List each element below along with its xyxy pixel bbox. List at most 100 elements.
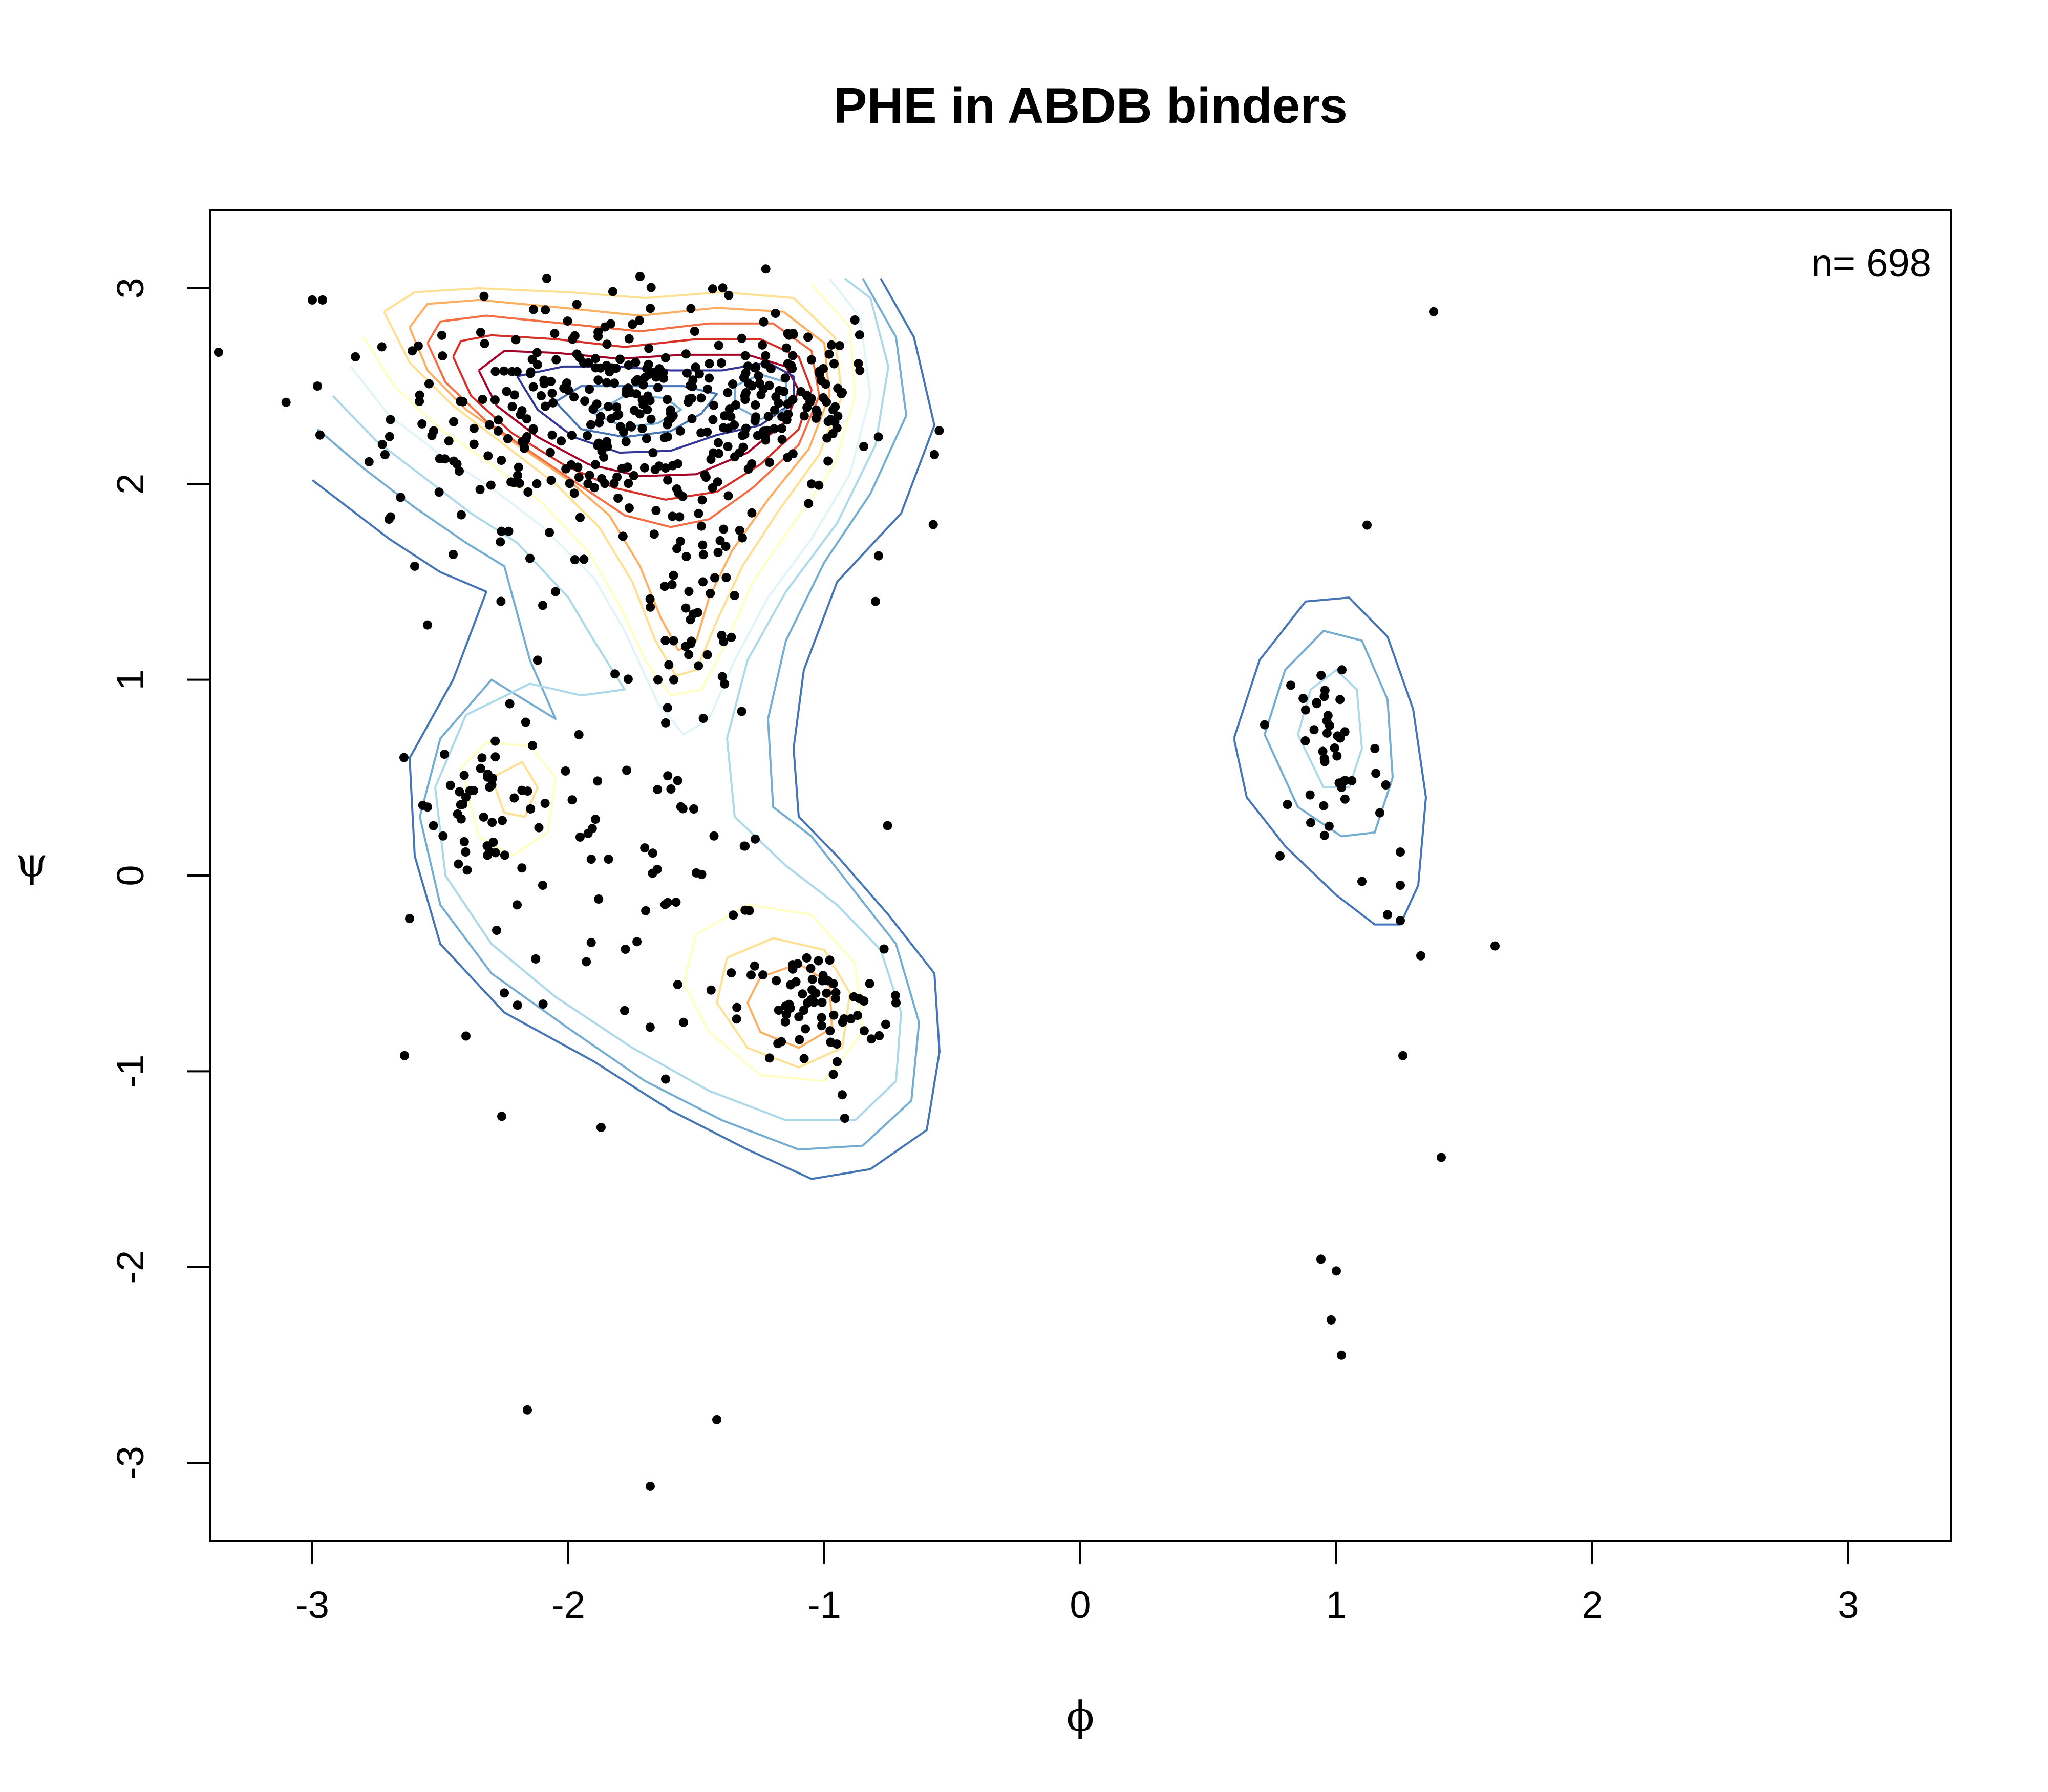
data-point-167 [783, 329, 793, 338]
data-point-165 [612, 402, 622, 412]
data-point-378 [827, 340, 836, 350]
data-point-552 [780, 1017, 790, 1027]
data-point-28 [475, 485, 485, 495]
data-point-594 [788, 964, 798, 974]
data-point-411 [730, 591, 739, 601]
data-point-43 [803, 332, 813, 342]
data-point-410 [719, 637, 729, 647]
data-point-438 [684, 587, 694, 596]
data-point-630 [1320, 686, 1330, 695]
data-point-197 [603, 442, 612, 452]
data-point-244 [281, 397, 291, 407]
data-point-110 [637, 424, 647, 433]
data-point-317 [480, 339, 489, 349]
data-point-619 [1333, 731, 1342, 741]
data-point-615 [1318, 746, 1328, 756]
data-point-601 [865, 979, 874, 989]
y-tick-label-4: 1 [109, 669, 152, 690]
data-point-617 [1323, 711, 1333, 720]
data-point-74 [708, 483, 717, 493]
data-point-660 [930, 450, 939, 459]
data-point-21 [575, 513, 585, 522]
data-point-287 [724, 290, 734, 300]
data-point-647 [1322, 728, 1332, 738]
data-point-664 [405, 914, 414, 924]
data-point-285 [570, 555, 580, 565]
data-point-393 [835, 341, 844, 351]
data-point-280 [654, 364, 664, 374]
data-point-388 [783, 409, 793, 419]
data-point-205 [697, 495, 707, 505]
data-point-684 [635, 272, 645, 281]
data-point-588 [839, 1014, 849, 1023]
data-point-483 [490, 848, 500, 858]
data-point-585 [794, 1012, 804, 1022]
data-point-537 [604, 855, 613, 864]
data-point-160 [415, 390, 424, 400]
data-point-464 [523, 786, 532, 796]
data-point-416 [698, 550, 708, 560]
data-point-6 [490, 395, 500, 405]
data-point-698 [1332, 1266, 1341, 1276]
data-point-386 [828, 405, 838, 415]
data-point-689 [1275, 851, 1285, 861]
data-point-607 [807, 974, 817, 984]
data-point-109 [547, 389, 557, 398]
data-point-681 [620, 1006, 629, 1015]
data-point-404 [649, 529, 659, 539]
data-point-25 [572, 300, 582, 309]
data-point-19 [469, 423, 479, 433]
y-axis: -3 -2 -1 0 1 2 3 [109, 278, 210, 1480]
y-tick-label-2: -1 [109, 1054, 152, 1088]
data-point-133 [653, 383, 663, 393]
scatter-points [214, 264, 1500, 1491]
data-point-38 [476, 328, 485, 337]
data-point-396 [815, 367, 824, 376]
data-point-400 [663, 703, 672, 713]
data-point-235 [648, 448, 658, 458]
data-point-429 [698, 577, 708, 587]
y-tick-label-6: 3 [109, 278, 152, 298]
data-point-595 [846, 1014, 856, 1023]
data-point-390 [777, 423, 786, 433]
data-point-42 [417, 419, 427, 429]
data-point-312 [686, 304, 696, 313]
data-point-76 [485, 420, 495, 430]
data-point-442 [660, 582, 670, 591]
data-point-551 [828, 979, 838, 989]
data-point-385 [830, 417, 840, 426]
data-point-257 [385, 432, 394, 441]
data-point-185 [873, 432, 883, 442]
data-point-276 [528, 424, 538, 434]
data-point-405 [694, 661, 703, 671]
data-point-626 [1347, 776, 1357, 785]
data-point-252 [541, 401, 550, 411]
data-point-623 [1370, 744, 1380, 753]
data-point-298 [623, 383, 633, 393]
data-point-697 [1316, 1254, 1326, 1264]
data-point-397 [786, 360, 796, 370]
data-point-347 [751, 412, 761, 422]
data-point-220 [599, 452, 609, 462]
data-point-152 [499, 366, 509, 376]
data-point-435 [669, 675, 678, 685]
data-point-522 [596, 1123, 606, 1132]
data-point-291 [449, 417, 458, 426]
y-tick-label-3: 0 [109, 865, 152, 886]
contour-line-3 [350, 278, 871, 736]
data-point-604 [833, 1057, 842, 1066]
data-point-140 [494, 426, 503, 436]
data-point-256 [663, 432, 672, 442]
data-point-448 [698, 540, 708, 550]
data-point-127 [705, 359, 714, 369]
data-point-90 [507, 367, 517, 376]
data-point-232 [673, 459, 682, 468]
data-point-191 [458, 397, 468, 407]
data-point-320 [686, 380, 695, 390]
data-point-523 [575, 832, 585, 842]
data-point-376 [774, 398, 783, 408]
data-point-14 [758, 340, 767, 350]
data-point-259 [516, 410, 525, 419]
data-point-484 [528, 741, 538, 750]
data-point-476 [509, 793, 519, 803]
